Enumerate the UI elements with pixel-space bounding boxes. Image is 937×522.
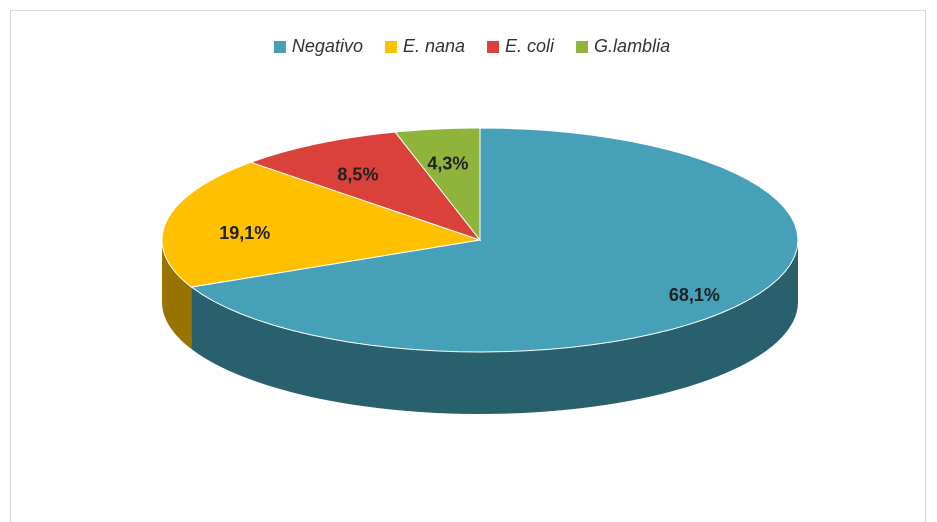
legend-label: Negativo [292,36,363,56]
pie-side [162,240,192,350]
pie-slice [394,127,481,242]
legend-swatch [576,41,589,53]
pie-slice [161,161,481,288]
legend-item: E. nana [384,36,465,56]
data-label: 68,1% [669,285,720,305]
legend-label: E. coli [505,36,555,56]
legend-item: G.lamblia [576,36,670,56]
pie-slice [190,127,799,353]
data-labels: 68,1% 19,1% 8,5% 4,3% [219,154,720,305]
legend-label: E. nana [403,36,465,56]
data-label: 19,1% [219,223,270,243]
pie-sides [162,240,799,414]
legend-item: E. coli [487,36,555,56]
legend-item: Negativo [273,36,363,56]
pie-slice [249,131,482,242]
legend: Negativo E. nana E. coli G.lamblia [273,36,670,56]
pie-side [191,240,799,414]
legend-swatch [487,41,500,53]
legend-swatch [384,41,397,53]
data-label: 8,5% [337,165,378,185]
data-label: 4,3% [427,154,468,174]
pie-tops [161,127,799,353]
legend-label: G.lamblia [594,36,670,56]
legend-swatch [273,41,286,53]
